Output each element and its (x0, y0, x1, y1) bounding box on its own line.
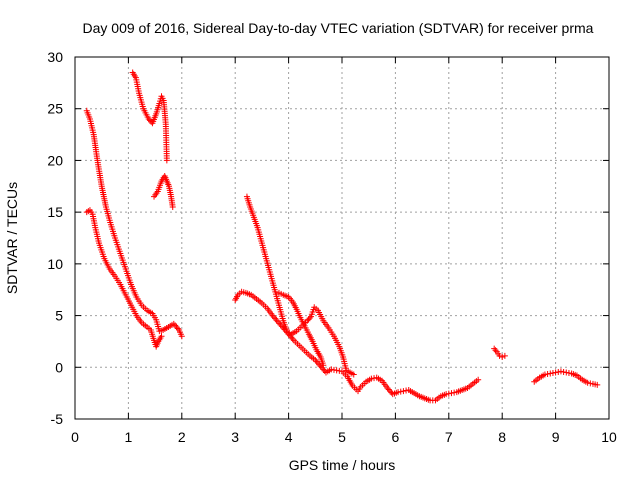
data-point (475, 376, 482, 383)
data-point (397, 388, 404, 395)
data-point (555, 368, 562, 375)
series-track-a (83, 107, 185, 340)
data-point (385, 386, 392, 393)
data-point (501, 352, 508, 359)
x-tick-labels: 0 1 2 3 4 5 6 7 8 9 10 (71, 429, 617, 445)
y-tick-label: 20 (47, 152, 63, 168)
data-point (492, 347, 499, 354)
chart-title: Day 009 of 2016, Sidereal Day-to-day VTE… (83, 20, 594, 36)
data-point (544, 371, 551, 378)
x-tick-label: 2 (178, 429, 186, 445)
data-point (499, 353, 506, 360)
data-point (368, 375, 375, 382)
y-axis-label: SDTVAR / TECUs (4, 182, 20, 294)
data-point (321, 367, 328, 374)
data-point (336, 367, 343, 374)
data-point (395, 389, 402, 396)
data-point (496, 352, 503, 359)
data-point (169, 203, 176, 210)
data-point (584, 379, 591, 386)
x-tick-label: 5 (338, 429, 346, 445)
series-track-e (232, 288, 482, 404)
series-track-f (243, 193, 357, 378)
y-tick-label: 30 (47, 49, 63, 65)
data-point (172, 322, 179, 329)
data-point (272, 315, 279, 322)
data-point (330, 366, 337, 373)
y-tick-label: 0 (55, 359, 63, 375)
data-point (158, 333, 165, 340)
data-point (274, 318, 281, 325)
data-point (560, 368, 567, 375)
x-tick-label: 3 (231, 429, 239, 445)
data-point (549, 369, 556, 376)
data-point (371, 375, 378, 382)
data-point (563, 369, 570, 376)
data-point (451, 389, 458, 396)
data-point (163, 157, 170, 164)
y-tick-label: 15 (47, 204, 63, 220)
data-point (306, 314, 313, 321)
data-point (350, 371, 357, 378)
x-tick-label: 7 (445, 429, 453, 445)
data-point (270, 314, 277, 321)
data-point (178, 333, 185, 340)
x-axis-label: GPS time / hours (289, 457, 396, 473)
x-tick-label: 0 (71, 429, 79, 445)
series-track-d (151, 172, 176, 210)
data-point (557, 368, 564, 375)
y-tick-label: 10 (47, 256, 63, 272)
y-tick-labels: -5 0 5 10 15 20 25 30 (47, 49, 63, 427)
grid (75, 57, 609, 419)
x-tick-label: 9 (552, 429, 560, 445)
data-point (552, 369, 559, 376)
axis-ticks (74, 56, 610, 420)
y-tick-label: -5 (51, 411, 64, 427)
data-point (289, 335, 296, 342)
data-point (443, 391, 450, 398)
data-point (445, 390, 452, 397)
x-tick-label: 10 (601, 429, 617, 445)
series-track-b (83, 207, 165, 350)
y-tick-label: 5 (55, 308, 63, 324)
data-point (541, 371, 548, 378)
data-point (333, 367, 340, 374)
data-point (587, 380, 594, 387)
data-point (448, 390, 455, 397)
x-tick-label: 6 (392, 429, 400, 445)
x-tick-label: 8 (498, 429, 506, 445)
data-point (328, 366, 335, 373)
series-track-g (275, 289, 327, 369)
x-tick-label: 1 (125, 429, 133, 445)
data-point (565, 369, 572, 376)
data-point (403, 387, 410, 394)
x-tick-label: 4 (285, 429, 293, 445)
y-tick-label: 25 (47, 101, 63, 117)
data-point (491, 345, 498, 352)
series-track-h (491, 345, 508, 360)
data-point (594, 381, 601, 388)
data-point (400, 388, 407, 395)
series-track-i (531, 368, 601, 388)
series-track-c (129, 69, 170, 164)
data-point (320, 362, 327, 369)
data-point (547, 370, 554, 377)
data-points (83, 69, 601, 404)
data-point (273, 317, 280, 324)
